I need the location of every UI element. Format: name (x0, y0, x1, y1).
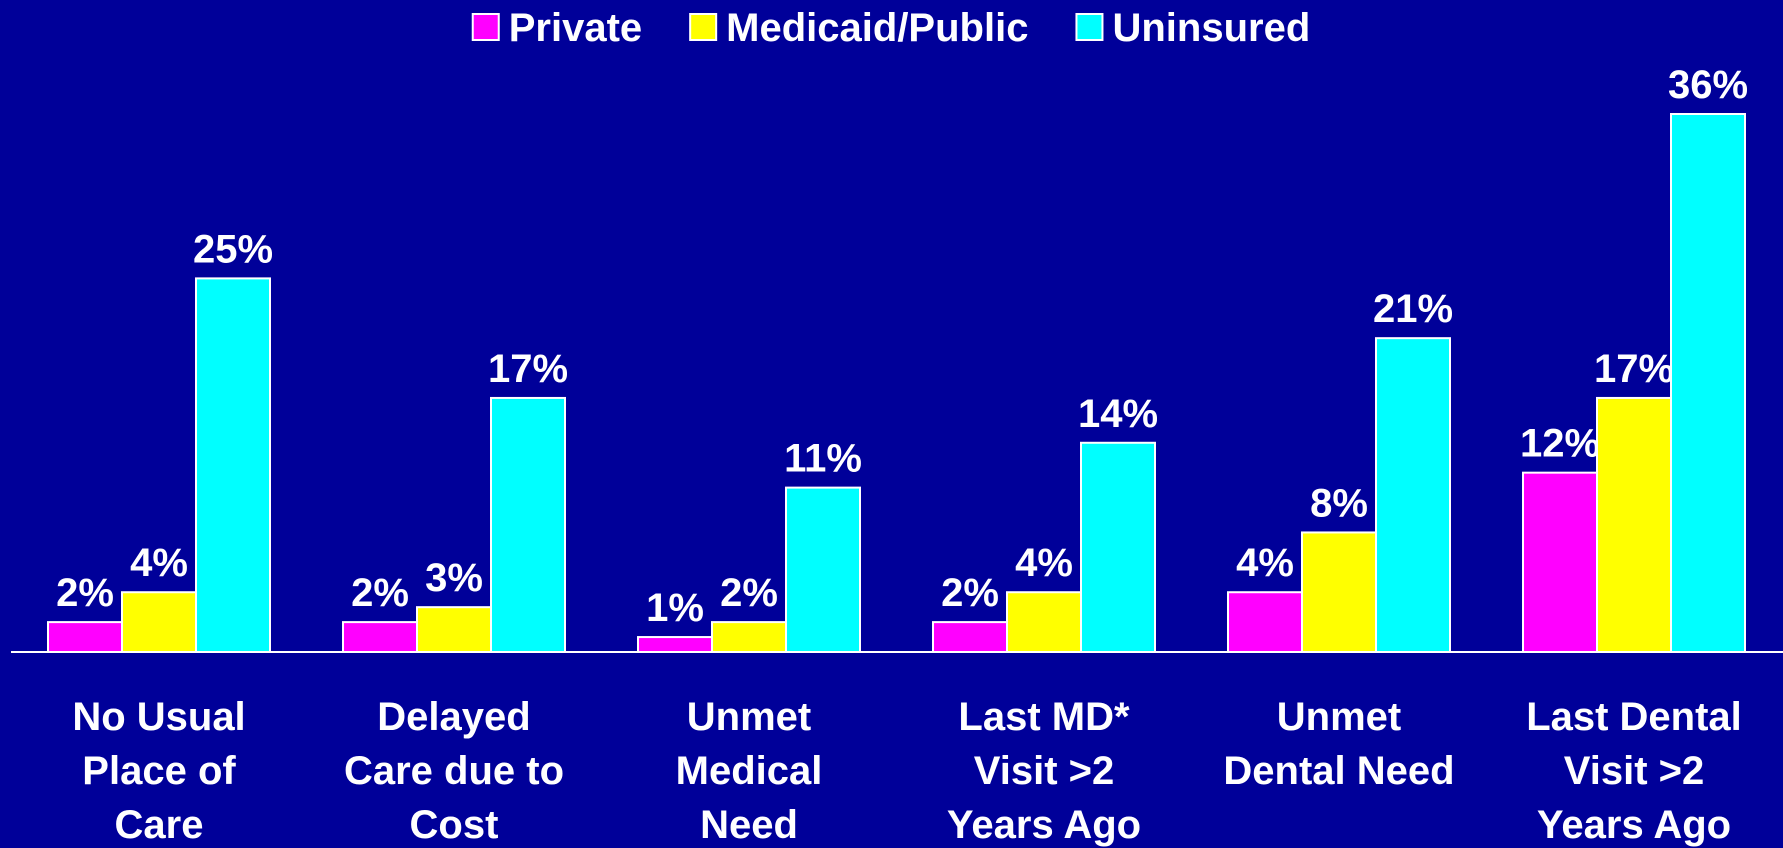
x-tick-label: Delayed Care due to Cost (343, 695, 565, 847)
data-label: 12% (1520, 422, 1600, 466)
bar (1670, 113, 1746, 653)
bar (1596, 396, 1672, 654)
data-label: 17% (1594, 347, 1674, 391)
data-label: 11% (784, 437, 862, 481)
bar (1375, 337, 1451, 653)
bar (1080, 441, 1156, 653)
legend-swatch (689, 13, 718, 41)
x-tick-label: Last Dental Visit >2 Years Ago (1526, 695, 1742, 847)
bar (1006, 591, 1082, 654)
bar (932, 621, 1008, 653)
bar (1301, 531, 1377, 654)
x-tick-label: Unmet Medical Need (675, 695, 823, 847)
bar (342, 621, 418, 653)
data-label: 14% (1078, 392, 1158, 436)
legend-label: Private (509, 6, 642, 50)
legend-swatch (1075, 13, 1104, 41)
x-tick-label: Last MD* Visit >2 Years Ago (946, 695, 1142, 847)
bar (121, 591, 197, 654)
data-label: 36% (1668, 63, 1748, 107)
bar (195, 277, 271, 653)
data-label: 3% (425, 556, 483, 600)
data-label: 2% (351, 571, 409, 615)
bar (711, 621, 787, 653)
data-label: 17% (488, 347, 568, 391)
bar (637, 636, 713, 653)
data-label: 4% (130, 541, 188, 585)
x-tick-label: No Usual Place of Care (72, 695, 246, 847)
bar (1522, 471, 1598, 653)
data-label: 4% (1015, 541, 1073, 585)
bar (1227, 591, 1303, 654)
data-label: 1% (646, 586, 704, 630)
data-label: 4% (1236, 541, 1294, 585)
x-tick-label: Unmet Dental Need (1223, 695, 1455, 793)
legend-label: Uninsured (1112, 6, 1310, 50)
data-label: 2% (941, 571, 999, 615)
data-label: 2% (720, 571, 778, 615)
data-label: 8% (1310, 481, 1368, 525)
data-label: 25% (193, 227, 273, 271)
data-label: 21% (1373, 287, 1453, 331)
bar (47, 621, 123, 653)
legend-swatch (471, 13, 500, 41)
legend-label: Medicaid/Public (726, 6, 1028, 50)
data-label: 2% (56, 571, 114, 615)
legend: Private Medicaid/Public Uninsured (471, 6, 1310, 50)
bar (416, 606, 492, 654)
bar (785, 486, 861, 653)
bar (490, 396, 566, 654)
